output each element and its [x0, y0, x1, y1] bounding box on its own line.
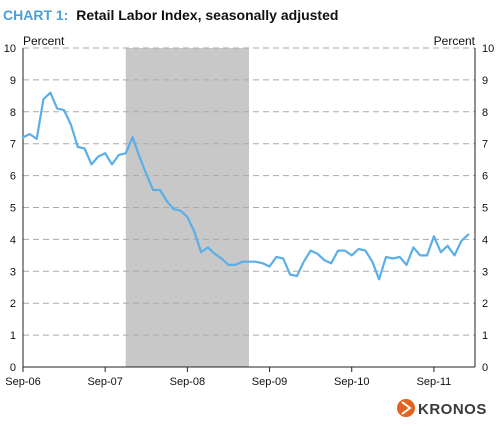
- series-line-0: [21, 91, 470, 281]
- kronos-logo-mark: [397, 399, 415, 417]
- y-tick-left-2: 2: [10, 298, 16, 310]
- y-tick-right-4: 4: [482, 234, 488, 246]
- y-tick-left-1: 1: [10, 330, 16, 342]
- y-tick-right-0: 0: [482, 362, 488, 374]
- y-tick-right-9: 9: [482, 75, 488, 87]
- y-tick-left-9: 9: [10, 75, 16, 87]
- x-tick-label-Sep-11: Sep-11: [417, 376, 452, 388]
- y-tick-right-1: 1: [482, 330, 488, 342]
- y-tick-left-5: 5: [10, 203, 16, 215]
- y-tick-left-10: 10: [4, 43, 16, 55]
- y-tick-left-3: 3: [10, 266, 16, 278]
- y-tick-left-4: 4: [10, 234, 16, 246]
- y-tick-right-6: 6: [482, 171, 488, 183]
- chart-title-prefix: CHART 1:: [3, 7, 68, 23]
- y-tick-right-8: 8: [482, 107, 488, 119]
- left-axis-unit: Percent: [23, 34, 65, 48]
- y-tick-right-7: 7: [482, 139, 488, 151]
- x-tick-label-Sep-10: Sep-10: [334, 376, 369, 388]
- y-tick-right-3: 3: [482, 266, 488, 278]
- x-tick-label-Sep-06: Sep-06: [5, 376, 40, 388]
- plot-area: 0 0 1 1 2 2 3 3 4 4 5 5 6 6 7 7 8 8 9 9 10 10 Sep-06 Sep-07 Sep-…: [4, 43, 495, 388]
- y-tick-left-8: 8: [10, 107, 16, 119]
- y-tick-left-0: 0: [10, 362, 16, 374]
- y-tick-right-5: 5: [482, 203, 488, 215]
- y-tick-left-6: 6: [10, 171, 16, 183]
- y-tick-right-2: 2: [482, 298, 488, 310]
- kronos-logo-mark-stroke: [401, 401, 412, 415]
- right-axis-unit: Percent: [434, 34, 476, 48]
- chart-title-text: Retail Labor Index, seasonally adjusted: [76, 7, 338, 23]
- x-tick-label-Sep-09: Sep-09: [252, 376, 287, 388]
- y-tick-right-10: 10: [482, 43, 494, 55]
- chart-title: CHART 1: Retail Labor Index, seasonally …: [3, 7, 338, 23]
- x-tick-label-Sep-07: Sep-07: [87, 376, 122, 388]
- y-tick-left-7: 7: [10, 139, 16, 151]
- x-tick-label-Sep-08: Sep-08: [170, 376, 205, 388]
- kronos-logo: KRONOS: [397, 399, 487, 418]
- kronos-logo-text: KRONOS: [418, 401, 487, 418]
